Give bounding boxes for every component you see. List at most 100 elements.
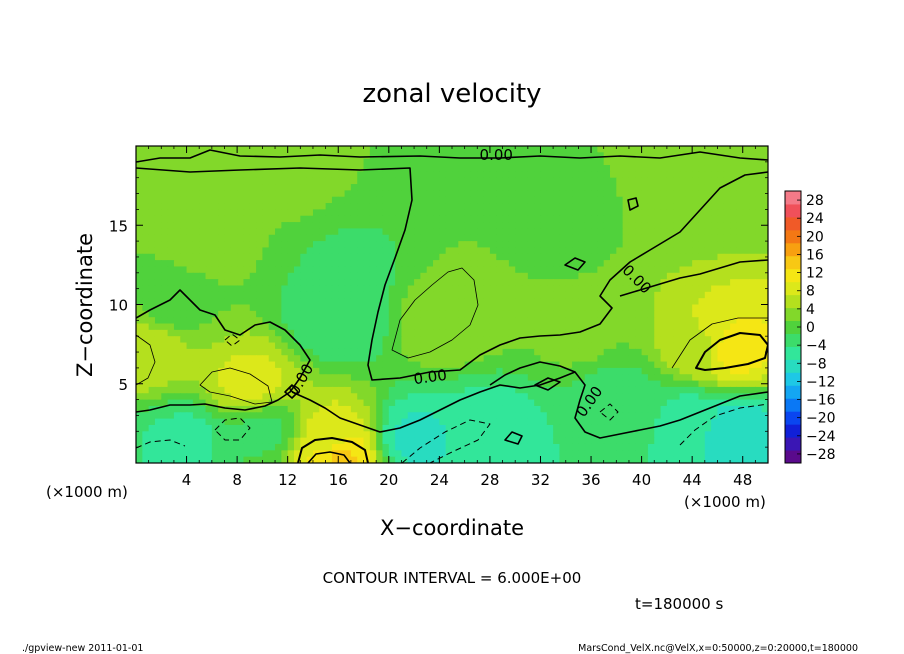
heatmap-cell [268, 310, 276, 318]
heatmap-cell [142, 386, 150, 394]
heatmap-cell [275, 317, 282, 325]
heatmap-cell [496, 304, 504, 312]
heatmap-cell [628, 437, 636, 445]
heatmap-cell [610, 412, 617, 420]
heatmap-cell [679, 152, 687, 160]
heatmap-cell [243, 260, 251, 268]
heatmap-cell [192, 418, 200, 426]
heatmap-cell [730, 304, 737, 312]
heatmap-cell [660, 431, 668, 439]
heatmap-cell [325, 285, 333, 293]
heatmap-cell [395, 184, 403, 191]
heatmap-cell [464, 260, 472, 268]
heatmap-cell [376, 228, 384, 236]
heatmap-cell [660, 165, 668, 172]
heatmap-cell [761, 298, 768, 306]
heatmap-cell [527, 196, 535, 204]
heatmap-cell [357, 323, 365, 331]
heatmap-cell [199, 184, 207, 191]
heatmap-cell [173, 279, 181, 287]
heatmap-cell [161, 393, 169, 401]
heatmap-cell [363, 171, 371, 179]
heatmap-cell [704, 399, 712, 407]
heatmap-cell [489, 431, 497, 439]
heatmap-cell [654, 412, 662, 420]
heatmap-cell [230, 431, 238, 439]
heatmap-cell [382, 355, 390, 363]
heatmap-cell [433, 399, 440, 407]
heatmap-cell [142, 405, 150, 413]
heatmap-cell [616, 209, 624, 217]
heatmap-cell [350, 165, 358, 172]
heatmap-cell [527, 241, 535, 249]
heatmap-cell [660, 196, 668, 204]
heatmap-cell [369, 285, 377, 293]
heatmap-cell [704, 190, 712, 198]
heatmap-cell [312, 361, 320, 369]
heatmap-cell [173, 386, 181, 394]
heatmap-cell [325, 374, 333, 382]
heatmap-cell [192, 285, 200, 293]
heatmap-cell [287, 285, 295, 293]
heatmap-cell [331, 361, 339, 369]
heatmap-cell [666, 386, 674, 394]
heatmap-cell [312, 456, 320, 463]
heatmap-cell [376, 348, 384, 356]
heatmap-cell [205, 386, 213, 394]
heatmap-cell [508, 443, 516, 451]
heatmap-cell [287, 424, 295, 432]
heatmap-cell [597, 393, 605, 401]
heatmap-cell [534, 158, 542, 166]
heatmap-cell [489, 152, 497, 160]
heatmap-cell [224, 317, 232, 325]
heatmap-cell [407, 393, 415, 401]
heatmap-cell [420, 380, 428, 388]
heatmap-cell [654, 196, 662, 204]
heatmap-cell [736, 386, 744, 394]
heatmap-cell [698, 342, 706, 350]
heatmap-cell [237, 222, 245, 230]
heatmap-cell [553, 285, 561, 293]
heatmap-cell [654, 177, 662, 185]
heatmap-cell [698, 152, 706, 160]
heatmap-cell [578, 304, 586, 312]
heatmap-cell [376, 177, 384, 185]
heatmap-cell [628, 152, 636, 160]
heatmap-cell [591, 171, 598, 179]
heatmap-cell [736, 405, 744, 413]
heatmap-cell [540, 215, 548, 223]
heatmap-cell [464, 399, 472, 407]
heatmap-cell [736, 158, 744, 166]
heatmap-cell [224, 196, 232, 204]
heatmap-cell [704, 171, 712, 179]
heatmap-cell [275, 380, 282, 388]
heatmap-cell [300, 260, 308, 268]
heatmap-cell [452, 310, 459, 318]
heatmap-cell [565, 260, 573, 268]
heatmap-cell [515, 380, 523, 388]
heatmap-cell [470, 367, 478, 375]
heatmap-cell [268, 450, 276, 458]
heatmap-cell [388, 374, 396, 382]
heatmap-cell [312, 215, 320, 223]
heatmap-cell [489, 165, 497, 172]
heatmap-cell [508, 329, 516, 337]
heatmap-cell [350, 260, 358, 268]
heatmap-cell [679, 209, 687, 217]
heatmap-cell [224, 348, 232, 356]
heatmap-cell [660, 456, 668, 463]
heatmap-cell [395, 272, 403, 280]
heatmap-cell [515, 424, 523, 432]
heatmap-cell [496, 386, 504, 394]
heatmap-cell [730, 380, 737, 388]
heatmap-cell [736, 253, 744, 261]
heatmap-cell [363, 304, 371, 312]
heatmap-cell [591, 253, 598, 261]
heatmap-cell [673, 355, 681, 363]
heatmap-cell [483, 342, 491, 350]
heatmap-cell [433, 279, 440, 287]
heatmap-cell [433, 329, 440, 337]
heatmap-cell [306, 386, 314, 394]
heatmap-cell [597, 431, 605, 439]
heatmap-cell [148, 228, 156, 236]
